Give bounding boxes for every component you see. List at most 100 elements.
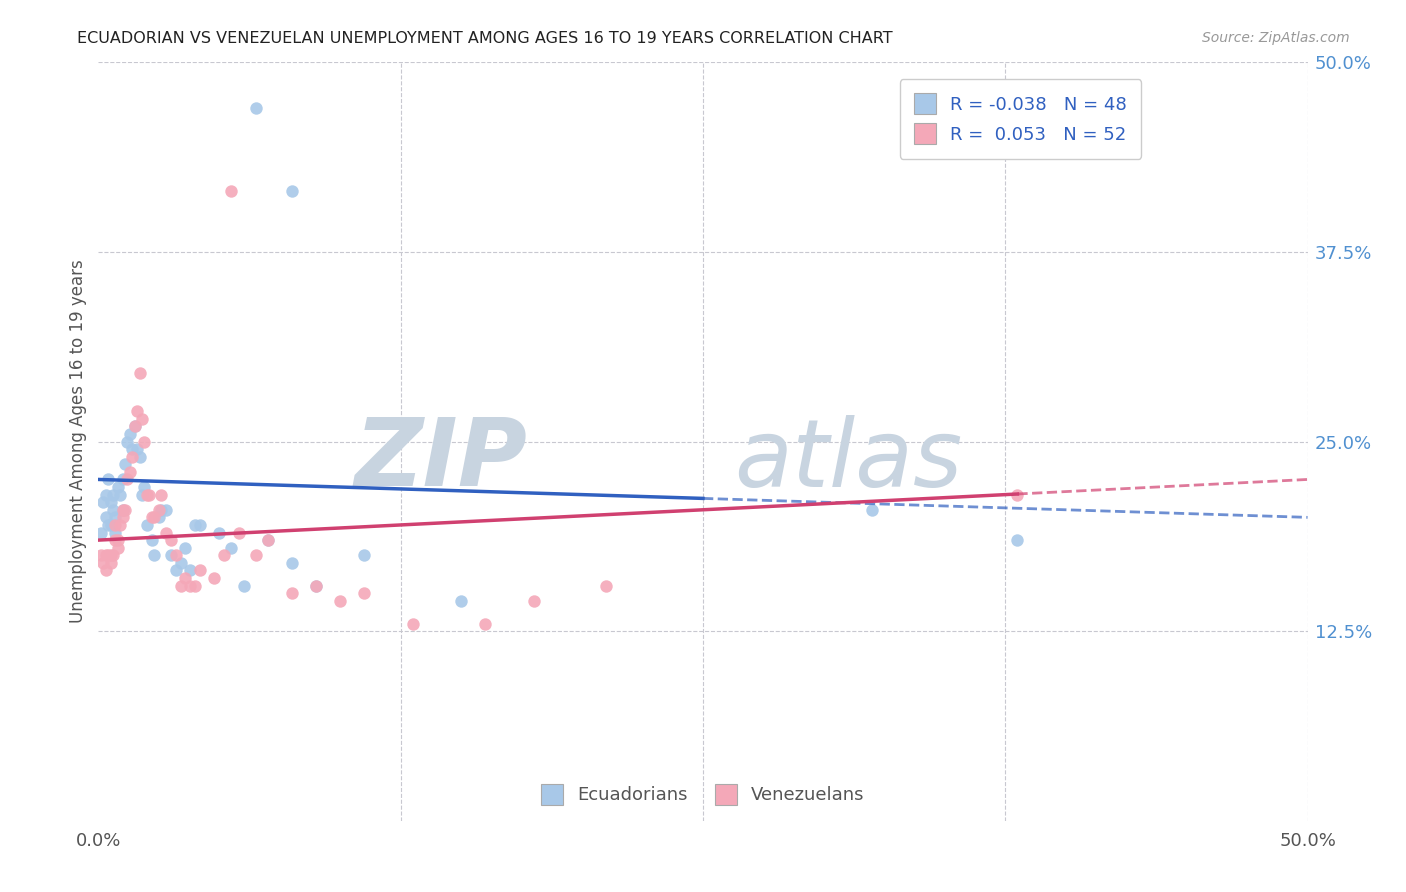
Point (118, 465, 141, 479)
Point (523, 594, 546, 608)
Point (169, 579, 191, 593)
Point (228, 525, 250, 540)
Point (134, 480, 156, 494)
Point (124, 419, 146, 434)
Point (204, 571, 226, 585)
Point (127, 442, 149, 457)
Point (1007, 533, 1029, 548)
Point (256, 533, 278, 548)
Point (402, 616, 425, 631)
Point (107, 541, 129, 555)
Point (860, 503, 883, 517)
Point (208, 525, 231, 540)
Point (114, 458, 136, 472)
Legend: Ecuadorians, Venezuelans: Ecuadorians, Venezuelans (527, 770, 879, 819)
Point (143, 548, 166, 563)
Point (135, 517, 157, 532)
Point (174, 541, 197, 555)
Point (179, 579, 201, 593)
Text: atlas: atlas (734, 415, 962, 506)
Point (108, 517, 131, 532)
Point (160, 548, 183, 563)
Point (155, 525, 177, 540)
Point (107, 480, 129, 494)
Point (221, 184, 243, 198)
Point (138, 487, 160, 501)
Point (474, 616, 496, 631)
Point (107, 533, 129, 548)
Point (160, 533, 183, 548)
Text: ECUADORIAN VS VENEZUELAN UNEMPLOYMENT AMONG AGES 16 TO 19 YEARS CORRELATION CHAR: ECUADORIAN VS VENEZUELAN UNEMPLOYMENT AM… (77, 31, 893, 46)
Point (94, 548, 117, 563)
Point (131, 487, 153, 501)
Point (101, 503, 124, 517)
Point (100, 495, 122, 509)
Point (165, 564, 187, 578)
Point (111, 503, 134, 517)
Point (94, 564, 117, 578)
Point (281, 556, 304, 570)
Text: ZIP: ZIP (354, 415, 527, 507)
Point (305, 579, 328, 593)
Point (281, 586, 304, 600)
Point (100, 517, 122, 532)
Point (281, 184, 304, 198)
Point (97, 517, 120, 532)
Point (117, 473, 139, 487)
Point (121, 442, 143, 457)
Point (104, 533, 127, 548)
Point (124, 419, 146, 434)
Point (141, 533, 163, 548)
Point (100, 556, 122, 570)
Point (150, 487, 173, 501)
Point (114, 503, 136, 517)
Point (108, 487, 131, 501)
Point (94, 487, 117, 501)
Point (128, 450, 150, 464)
Point (127, 404, 149, 418)
Point (141, 510, 163, 524)
Point (184, 517, 207, 532)
Text: Source: ZipAtlas.com: Source: ZipAtlas.com (1202, 31, 1350, 45)
Point (111, 510, 134, 524)
Point (179, 564, 201, 578)
Point (104, 510, 127, 524)
Point (155, 503, 177, 517)
Point (143, 510, 166, 524)
Point (100, 548, 122, 563)
Point (128, 366, 150, 380)
Point (90, 525, 112, 540)
Point (245, 548, 267, 563)
Point (117, 434, 139, 449)
Point (188, 517, 211, 532)
Point (101, 487, 124, 501)
Point (91, 495, 114, 509)
Point (174, 571, 197, 585)
Point (595, 579, 617, 593)
Point (121, 450, 143, 464)
Point (90, 548, 112, 563)
Point (111, 473, 134, 487)
Point (221, 541, 243, 555)
Point (232, 579, 254, 593)
Point (97, 473, 120, 487)
Point (150, 503, 173, 517)
Point (305, 579, 328, 593)
Point (111, 503, 134, 517)
Point (104, 525, 127, 540)
Point (188, 564, 211, 578)
Point (184, 579, 207, 593)
Point (1007, 487, 1029, 501)
Point (256, 533, 278, 548)
Point (118, 427, 141, 442)
Point (97, 548, 120, 563)
Point (104, 517, 127, 532)
Point (148, 503, 170, 517)
Point (169, 556, 191, 570)
Point (91, 556, 114, 570)
Point (148, 510, 170, 524)
Point (353, 548, 375, 563)
Point (94, 510, 117, 524)
Point (353, 586, 375, 600)
Point (131, 412, 153, 426)
